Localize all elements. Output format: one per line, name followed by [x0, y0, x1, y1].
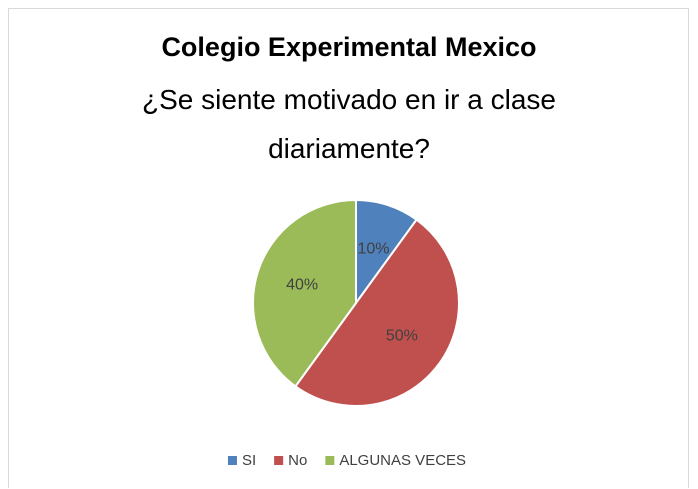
legend-label: ALGUNAS VECES	[339, 452, 466, 469]
data-label: 40%	[286, 277, 318, 294]
chart-title: Colegio Experimental Mexico	[161, 32, 537, 62]
legend-label: SI	[242, 452, 256, 469]
legend-swatch	[325, 456, 335, 465]
data-label: 10%	[357, 240, 389, 257]
legend-swatch	[227, 456, 237, 465]
pie-slice	[252, 198, 357, 388]
legend-label: No	[288, 452, 307, 469]
chart-border	[8, 8, 689, 488]
data-label: 50%	[386, 328, 418, 345]
legend: SI No ALGUNAS VECES	[227, 452, 466, 469]
chart-subtitle: ¿Se siente motivado en ir a clase diaria…	[142, 84, 556, 164]
pie-slice	[294, 218, 460, 407]
legend-swatch	[274, 456, 284, 465]
